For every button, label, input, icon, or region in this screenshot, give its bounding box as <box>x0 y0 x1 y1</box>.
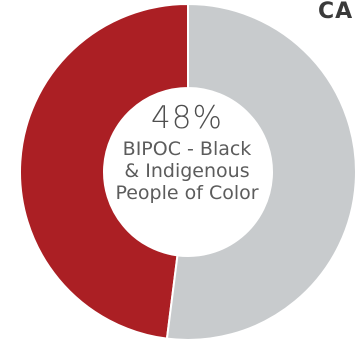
donut-slice-2 <box>165 2 356 341</box>
section-heading: CA <box>318 0 354 24</box>
center-label-line-2: & Indigenous <box>124 160 250 182</box>
center-label-line-3: People of Color <box>115 182 259 204</box>
center-description: BIPOC - Black & Indigenous People of Col… <box>92 138 282 204</box>
donut-slices <box>19 2 356 341</box>
donut-slice-1 <box>19 2 189 340</box>
donut-center-label: 48% BIPOC - Black & Indigenous People of… <box>92 100 282 204</box>
center-label-line-1: BIPOC - Black <box>122 138 252 160</box>
center-percentage: 48% <box>151 100 223 136</box>
